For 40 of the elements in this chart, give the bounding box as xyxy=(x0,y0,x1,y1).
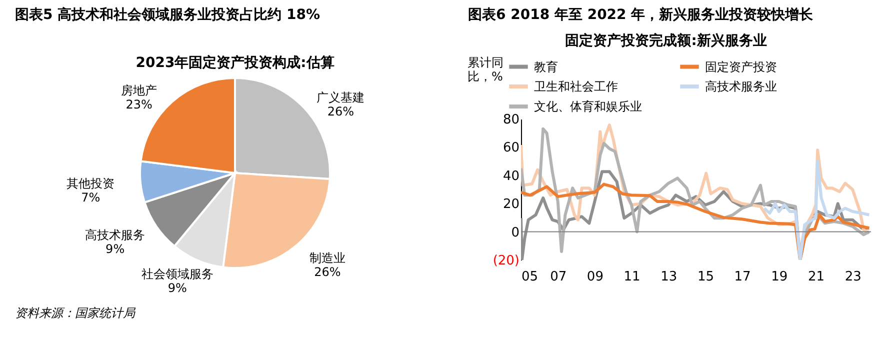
slice-label: 广义基建 xyxy=(316,90,365,105)
chart-title: 图表5 高技术和社会领域服务业投资占比约 18% xyxy=(15,6,320,23)
line-series xyxy=(762,160,871,260)
slice-label: 社会领域服务 xyxy=(141,266,214,281)
y-tick-label: 60 xyxy=(502,140,520,156)
x-tick-label: 09 xyxy=(586,270,604,284)
data-label: 26% xyxy=(314,264,341,279)
x-tick-label: 05 xyxy=(522,270,538,284)
y-axis-title: 累计同比，% xyxy=(468,56,504,84)
x-tick-label: 15 xyxy=(697,270,714,284)
x-tick-label: 11 xyxy=(624,270,640,284)
legend-label: 卫生和社会工作 xyxy=(534,80,618,94)
y-tick-label: (20) xyxy=(492,254,520,268)
chart-subtitle: 固定资产投资完成额:新兴服务业 xyxy=(565,32,767,49)
legend-label: 教育 xyxy=(534,60,558,74)
x-tick-label: 17 xyxy=(734,270,751,284)
y-tick-label: 0 xyxy=(511,225,520,240)
slice-label: 高技术服务 xyxy=(85,228,146,242)
slice-label: 其他投资 xyxy=(66,176,115,190)
x-tick-label: 07 xyxy=(550,270,567,284)
data-label: 9% xyxy=(168,280,187,295)
data-label: 7% xyxy=(81,190,100,204)
x-tick-label: 23 xyxy=(844,270,862,284)
data-label: 26% xyxy=(327,104,354,119)
y-tick-label: 20 xyxy=(502,197,520,212)
slice-label: 制造业 xyxy=(309,250,346,265)
chart-title: 图表6 2018 年至 2022 年，新兴服务业投资较快增长 xyxy=(468,6,814,23)
data-label: 9% xyxy=(106,242,125,256)
chart-subtitle: 2023年固定资产投资构成:估算 xyxy=(136,54,334,71)
x-tick-label: 19 xyxy=(771,270,788,284)
data-label: 23% xyxy=(126,97,152,112)
x-tick-label: 21 xyxy=(808,270,825,284)
slice-label: 房地产 xyxy=(121,83,158,98)
y-tick-label: 80 xyxy=(502,112,520,128)
legend-label: 高技术服务业 xyxy=(705,80,777,94)
y-tick-label: 40 xyxy=(502,168,520,184)
x-tick-label: 13 xyxy=(660,270,678,284)
text: 资料来源：国家统计局 xyxy=(15,306,136,320)
legend-label: 固定资产投资 xyxy=(705,60,777,74)
legend-label: 文化、体育和娱乐业 xyxy=(534,100,642,114)
